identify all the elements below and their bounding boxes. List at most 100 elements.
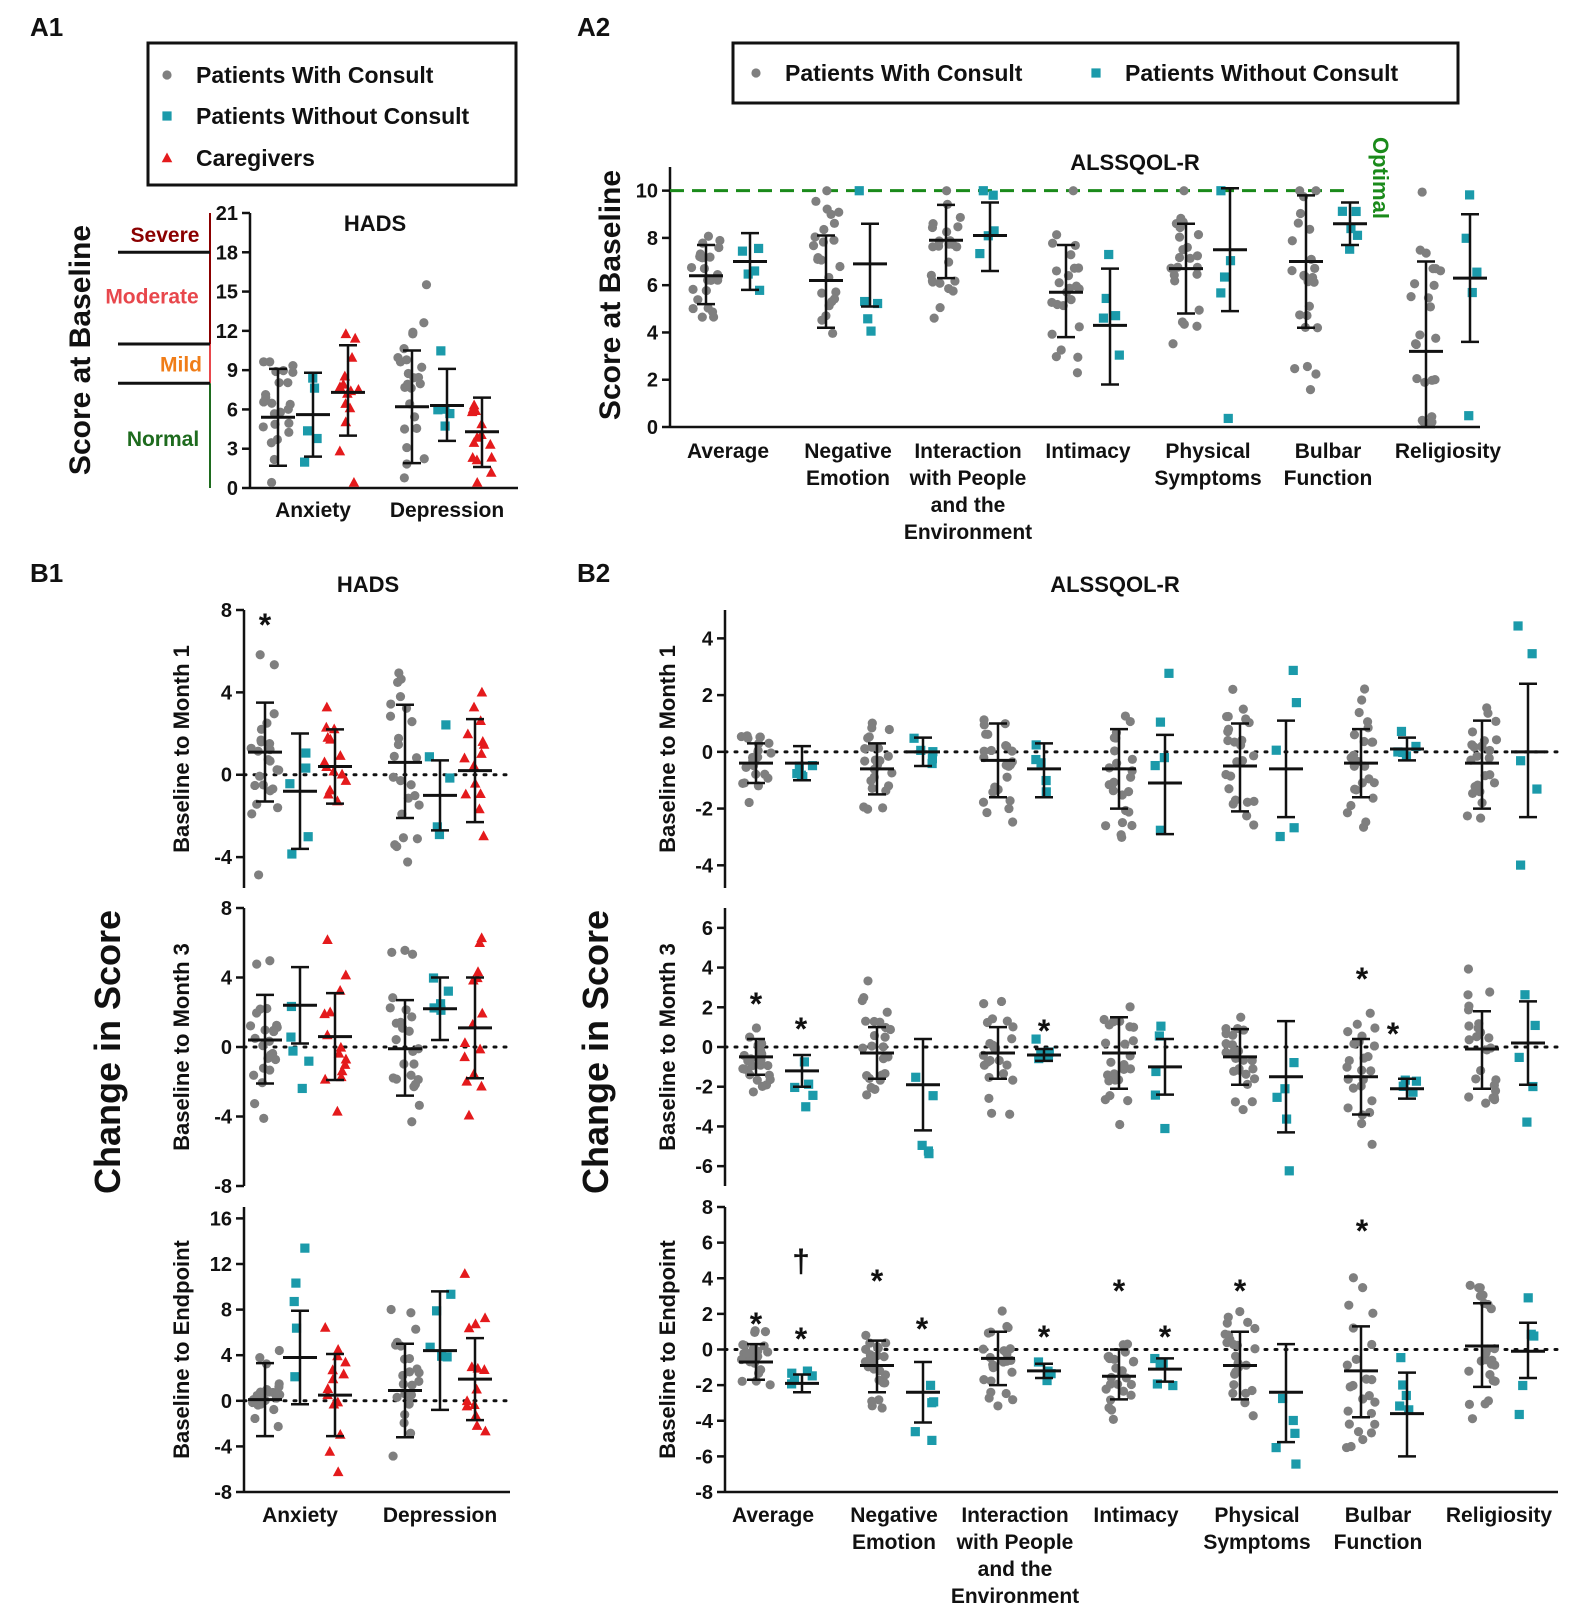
caregiver-point — [475, 788, 486, 799]
with-consult-point — [1342, 808, 1353, 818]
without-consult-point — [304, 1056, 314, 1066]
without-consult-point — [1465, 190, 1475, 200]
caregiver-point — [462, 728, 474, 739]
without-consult-point — [789, 1374, 800, 1384]
with-consult-point — [986, 1108, 997, 1118]
with-consult-point — [407, 1117, 417, 1127]
y-axis-title-change: Change in Score — [87, 910, 128, 1194]
with-consult-point — [1302, 361, 1312, 372]
without-consult-point — [989, 226, 999, 236]
without-consult-point — [794, 761, 804, 771]
with-consult-point — [997, 1306, 1007, 1316]
with-consult-point — [1310, 263, 1320, 273]
with-consult-point — [407, 1380, 417, 1390]
with-consult-point — [1168, 339, 1178, 349]
with-consult-point — [706, 275, 716, 285]
with-consult-point — [861, 1016, 871, 1026]
caregiver-point — [476, 686, 488, 697]
with-consult-point — [407, 949, 418, 959]
with-consult-point — [258, 422, 268, 432]
y-tick-label: -4 — [214, 847, 233, 869]
with-consult-point — [255, 1353, 265, 1363]
without-consult-point — [1271, 1442, 1281, 1453]
with-consult-point — [1102, 1070, 1113, 1080]
x-tick-label: Religiosity — [1395, 440, 1502, 463]
with-consult-point — [1193, 229, 1204, 240]
severity-label-moderate: Moderate — [105, 286, 198, 309]
without-consult-point — [445, 773, 455, 783]
without-consult-point — [1513, 621, 1523, 631]
with-consult-point — [254, 771, 265, 781]
with-consult-point — [1410, 279, 1420, 289]
with-consult-point — [986, 1376, 996, 1386]
without-consult-point — [854, 186, 864, 196]
with-consult-point — [1125, 1002, 1135, 1012]
with-consult-point — [881, 786, 891, 796]
without-consult-point — [285, 779, 295, 789]
without-consult-point — [1530, 1020, 1540, 1031]
with-consult-point — [935, 278, 945, 288]
with-consult-point — [737, 1376, 747, 1386]
with-consult-point — [1248, 1064, 1258, 1074]
with-consult-point — [1222, 1318, 1232, 1328]
with-consult-point — [249, 1070, 259, 1080]
caregiver-point — [340, 969, 352, 980]
with-consult-point — [1476, 1065, 1486, 1076]
with-consult-point — [880, 1032, 890, 1042]
chart-title: HADS — [337, 572, 399, 597]
with-consult-point — [715, 235, 725, 246]
with-consult-point — [411, 753, 422, 763]
with-consult-point — [1490, 1360, 1500, 1370]
caregiver-point — [472, 966, 484, 977]
with-consult-point — [402, 442, 412, 453]
with-consult-point — [1002, 1060, 1012, 1070]
with-consult-point — [1229, 1380, 1239, 1390]
without-consult-point — [1036, 758, 1046, 768]
with-consult-point — [385, 1003, 395, 1013]
with-consult-point — [1366, 1428, 1377, 1438]
caregiver-point — [476, 748, 487, 758]
without-consult-point — [1098, 313, 1109, 323]
without-consult-point — [1042, 1375, 1052, 1386]
y-tick-label: -4 — [214, 1436, 233, 1458]
with-consult-point — [1224, 784, 1234, 794]
with-consult-point — [736, 731, 747, 742]
x-tick-label: with People — [956, 1531, 1074, 1554]
with-consult-point — [1241, 714, 1251, 724]
caregiver-point — [476, 1080, 487, 1091]
with-consult-point — [408, 327, 418, 337]
y-tick-label: 8 — [221, 600, 232, 622]
with-consult-point — [757, 1038, 767, 1049]
with-consult-point — [1051, 352, 1061, 362]
with-consult-point — [1491, 716, 1501, 726]
without-consult-point — [1114, 350, 1124, 360]
caregiver-point — [348, 477, 360, 487]
with-consult-point — [1351, 785, 1361, 795]
without-consult-point — [443, 986, 453, 996]
with-consult-point — [759, 1341, 769, 1351]
with-consult-point — [386, 1304, 396, 1315]
caregiver-point — [480, 1425, 491, 1436]
caregiver-point — [321, 701, 333, 712]
with-consult-point — [1073, 352, 1083, 362]
caregiver-point — [322, 1383, 334, 1393]
without-consult-point — [927, 1435, 937, 1446]
with-consult-point — [283, 378, 293, 388]
with-consult-point — [1105, 1091, 1115, 1101]
with-consult-point — [998, 1068, 1009, 1079]
with-consult-point — [1249, 1074, 1260, 1084]
chart-title: ALSSQOL-R — [1070, 150, 1200, 175]
with-consult-point — [406, 1070, 416, 1080]
with-consult-point — [827, 297, 837, 307]
without-consult-point — [1104, 249, 1114, 260]
with-consult-point — [284, 418, 294, 428]
with-consult-point — [259, 357, 269, 367]
with-consult-point — [1238, 704, 1248, 714]
with-consult-point — [766, 748, 776, 758]
with-consult-point — [986, 1387, 996, 1397]
legend-label-with-consult: Patients With Consult — [196, 62, 434, 88]
with-consult-point — [984, 1072, 994, 1083]
with-consult-point — [1475, 1027, 1486, 1037]
with-consult-point — [760, 1327, 771, 1337]
without-consult-point — [1464, 411, 1474, 421]
